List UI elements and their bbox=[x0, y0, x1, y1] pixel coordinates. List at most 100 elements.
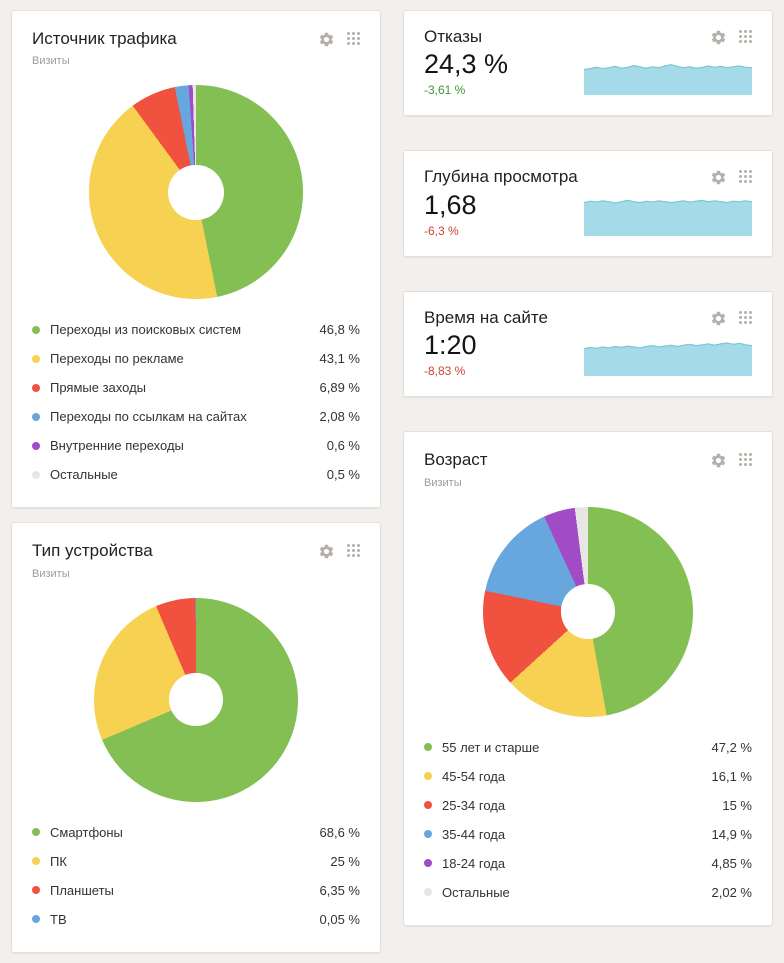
legend-value: 46,8 % bbox=[319, 322, 360, 338]
legend-item[interactable]: Планшеты 6,35 % bbox=[32, 876, 360, 905]
left-column: Источник трафика Визиты Переходы из поис… bbox=[11, 10, 381, 953]
legend-value: 0,05 % bbox=[319, 911, 360, 927]
widget-actions bbox=[710, 27, 752, 46]
legend-item[interactable]: Переходы по ссылкам на сайтах 2,08 % bbox=[32, 402, 360, 431]
legend-value: 43,1 % bbox=[319, 351, 360, 367]
widget-header: Источник трафика bbox=[32, 29, 360, 49]
legend-label: Внутренние переходы bbox=[50, 438, 184, 454]
legend-item[interactable]: Остальные 2,02 % bbox=[424, 878, 752, 907]
legend-item[interactable]: Прямые заходы 6,89 % bbox=[32, 373, 360, 402]
gear-icon[interactable] bbox=[318, 31, 335, 48]
widget-actions bbox=[710, 308, 752, 327]
legend-item[interactable]: Переходы из поисковых систем 46,8 % bbox=[32, 315, 360, 344]
widget-header: Время на сайте bbox=[424, 308, 752, 328]
legend-label: Переходы по ссылкам на сайтах bbox=[50, 409, 247, 425]
legend-value: 68,6 % bbox=[319, 824, 360, 840]
widget-title: Возраст bbox=[424, 450, 488, 470]
legend-color-dot bbox=[424, 830, 432, 839]
metric-body: 24,3 % -3,61 % bbox=[424, 49, 752, 97]
legend-label: Переходы по рекламе bbox=[50, 351, 184, 367]
gear-icon[interactable] bbox=[710, 452, 727, 469]
metric-numbers: 24,3 % -3,61 % bbox=[424, 49, 508, 97]
legend-color-dot bbox=[32, 828, 40, 837]
legend-item[interactable]: Смартфоны 68,6 % bbox=[32, 818, 360, 847]
drag-handle-icon[interactable] bbox=[739, 169, 752, 182]
legend-label: 55 лет и старше bbox=[442, 739, 540, 755]
legend-value: 25 % bbox=[330, 853, 360, 869]
gear-icon[interactable] bbox=[710, 169, 727, 186]
widget-title: Тип устройства bbox=[32, 541, 153, 561]
drag-handle-icon[interactable] bbox=[739, 452, 752, 465]
widget-subtitle: Визиты bbox=[424, 476, 462, 489]
legend-item[interactable]: 25-34 года 15 % bbox=[424, 791, 752, 820]
page-depth-sparkline-chart bbox=[584, 199, 752, 236]
widget-header: Возраст bbox=[424, 450, 752, 470]
donut-hole bbox=[560, 584, 616, 639]
age-legend: 55 лет и старше 47,2 % 45-54 года 16,1 % 25-… bbox=[424, 733, 752, 907]
gear-icon[interactable] bbox=[710, 310, 727, 327]
legend-value: 47,2 % bbox=[711, 739, 752, 755]
metric-delta: -6,3 % bbox=[424, 223, 459, 238]
drag-handle-icon[interactable] bbox=[739, 310, 752, 323]
legend-label: 45-54 года bbox=[442, 768, 506, 784]
age-donut-chart[interactable] bbox=[483, 506, 693, 717]
legend-label: Прямые заходы bbox=[50, 380, 147, 396]
widget-header: Глубина просмотра bbox=[424, 167, 752, 187]
widget-header: Тип устройства bbox=[32, 541, 360, 561]
drag-handle-icon[interactable] bbox=[739, 29, 752, 42]
device-type-donut-chart[interactable] bbox=[94, 597, 298, 802]
legend-item[interactable]: ПК 25 % bbox=[32, 847, 360, 876]
widget-title: Время на сайте bbox=[424, 307, 548, 327]
bounces-sparkline-chart bbox=[584, 64, 752, 96]
widget-page-depth: Глубина просмотра 1,68 -6,3 % bbox=[403, 150, 773, 257]
legend-label: Планшеты bbox=[50, 882, 114, 898]
legend-label: 35-44 года bbox=[442, 826, 506, 842]
legend-value: 2,08 % bbox=[319, 409, 360, 425]
legend-item[interactable]: 45-54 года 16,1 % bbox=[424, 762, 752, 791]
gear-icon[interactable] bbox=[318, 543, 335, 560]
widget-title: Источник трафика bbox=[32, 29, 177, 48]
legend-item[interactable]: Внутренние переходы 0,6 % bbox=[32, 431, 360, 460]
legend-item[interactable]: 55 лет и старше 47,2 % bbox=[424, 733, 752, 762]
metric-body: 1:20 -8,83 % bbox=[424, 330, 752, 378]
metric-value: 1,68 bbox=[424, 189, 477, 220]
legend-label: Смартфоны bbox=[50, 824, 123, 840]
legend-label: 25-34 года bbox=[442, 797, 506, 813]
widget-actions bbox=[710, 450, 752, 469]
legend-color-dot bbox=[32, 857, 40, 866]
widget-device-type: Тип устройства Визиты Смартфоны 68,6 % ПК 2… bbox=[11, 522, 381, 953]
widget-header: Отказы bbox=[424, 27, 752, 47]
legend-value: 16,1 % bbox=[711, 768, 752, 784]
metric-numbers: 1:20 -8,83 % bbox=[424, 330, 477, 378]
traffic-source-donut-chart[interactable] bbox=[89, 85, 303, 300]
legend-value: 2,02 % bbox=[711, 884, 752, 900]
legend-value: 0,5 % bbox=[326, 467, 360, 483]
legend-item[interactable]: Переходы по рекламе 43,1 % bbox=[32, 344, 360, 373]
widget-age: Возраст Визиты 55 лет и старше 47,2 % 45-5… bbox=[403, 431, 773, 926]
widget-subtitle: Визиты bbox=[32, 567, 70, 580]
drag-handle-icon[interactable] bbox=[347, 31, 360, 44]
widget-title: Глубина просмотра bbox=[424, 167, 578, 187]
drag-handle-icon[interactable] bbox=[347, 543, 360, 556]
traffic-source-legend: Переходы из поисковых систем 46,8 % Перехо… bbox=[32, 315, 360, 489]
legend-item[interactable]: 18-24 года 4,85 % bbox=[424, 849, 752, 878]
legend-label: Переходы из поисковых систем bbox=[50, 322, 242, 338]
legend-color-dot bbox=[32, 354, 40, 363]
legend-value: 4,85 % bbox=[711, 855, 752, 871]
time-on-site-sparkline-chart bbox=[584, 342, 752, 377]
legend-color-dot bbox=[424, 888, 432, 897]
legend-color-dot bbox=[32, 915, 40, 924]
metric-body: 1,68 -6,3 % bbox=[424, 190, 752, 238]
widget-subtitle: Визиты bbox=[32, 55, 70, 68]
gear-icon[interactable] bbox=[710, 29, 727, 46]
legend-label: Остальные bbox=[442, 884, 510, 900]
legend-label: Остальные bbox=[50, 467, 118, 483]
widget-time-on-site: Время на сайте 1:20 -8,83 % bbox=[403, 290, 773, 398]
legend-item[interactable]: Остальные 0,5 % bbox=[32, 460, 360, 489]
widget-actions bbox=[710, 167, 752, 186]
legend-item[interactable]: ТВ 0,05 % bbox=[32, 905, 360, 934]
legend-color-dot bbox=[32, 383, 40, 392]
legend-item[interactable]: 35-44 года 14,9 % bbox=[424, 820, 752, 849]
